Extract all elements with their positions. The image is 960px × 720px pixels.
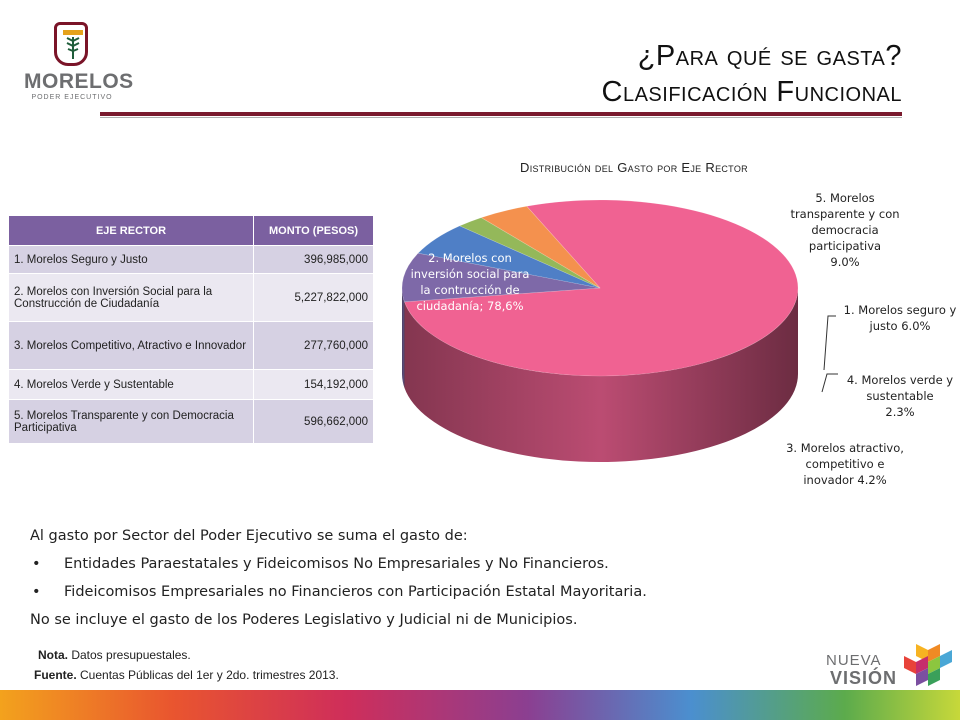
pie-slice-side <box>404 288 798 463</box>
pie-label-line: la contrucción de <box>420 283 520 297</box>
body-text: Al gasto por Sector del Poder Ejecutivo … <box>30 522 750 634</box>
note: Nota. Datos presupuestales. <box>38 648 191 662</box>
pie-slice <box>404 199 799 377</box>
page-title: ¿Para qué se gasta? Clasificación Funcio… <box>602 38 902 110</box>
cell-eje: 5. Morelos Transparente y con Democracia… <box>8 399 254 444</box>
table-row: 2. Morelos con Inversión Social para la … <box>8 273 374 322</box>
table-header-row: EJE RECTOR MONTO (PESOS) <box>8 215 374 246</box>
note-label: Nota. <box>38 648 68 662</box>
header-monto: MONTO (PESOS) <box>253 215 374 246</box>
cell-eje: 4. Morelos Verde y Sustentable <box>8 369 254 400</box>
pie-leaders <box>821 315 838 393</box>
pie-slice <box>417 225 601 289</box>
nv-line-2: VISIÓN <box>830 668 898 688</box>
pie-label-line: competitivo e <box>805 457 885 471</box>
pie-chart <box>401 199 838 463</box>
nv-line-1: NUEVA <box>826 652 882 669</box>
body-intro: Al gasto por Sector del Poder Ejecutivo … <box>30 528 468 544</box>
title-line-1: ¿Para qué se gasta? <box>637 40 902 72</box>
pie-label: 1. Morelos seguro y justo 6.0% <box>838 302 960 334</box>
pie-label-line: sustentable <box>866 389 934 403</box>
pie-label-line: 1. Morelos seguro y <box>843 303 957 317</box>
cell-monto: 277,760,000 <box>253 321 374 370</box>
title-divider-thin <box>100 117 902 118</box>
shield-icon <box>54 22 88 66</box>
leader-line <box>823 315 836 371</box>
logo-wordmark: MORELOS <box>24 70 134 93</box>
nueva-vision-logo: NUEVA VISIÓN <box>826 640 956 690</box>
leader-line <box>821 373 838 393</box>
cubes-icon <box>904 644 952 686</box>
pie-label-line: participativa <box>808 239 882 253</box>
pie-tops <box>401 199 799 377</box>
table-row: 5. Morelos Transparente y con Democracia… <box>8 399 374 444</box>
cell-monto: 5,227,822,000 <box>253 273 374 322</box>
pie-label-line: 5. Morelos <box>815 191 875 205</box>
cell-monto: 154,192,000 <box>253 369 374 400</box>
cell-eje: 3. Morelos Competitivo, Atractivo e Inno… <box>8 321 254 370</box>
body-bullet: Fideicomisos Empresariales no Financiero… <box>30 578 750 606</box>
pie-label-line: 3. Morelos atractivo, <box>786 441 904 455</box>
logo-subtitle: PODER EJECUTIVO <box>31 94 113 101</box>
source-text: Cuentas Públicas del 1er y 2do. trimestr… <box>76 668 339 682</box>
pie-slice <box>480 205 601 289</box>
pie-slice <box>459 217 601 289</box>
table-row: 3. Morelos Competitivo, Atractivo e Inno… <box>8 321 374 370</box>
body-bullet: Entidades Paraestatales y Fideicomisos N… <box>30 550 750 578</box>
footer-color-bar <box>0 690 960 720</box>
cell-eje: 1. Morelos Seguro y Justo <box>8 245 254 274</box>
title-divider <box>100 112 902 116</box>
pie-label-line: inovador 4.2% <box>803 473 887 487</box>
source-label: Fuente. <box>34 668 77 682</box>
source: Fuente. Cuentas Públicas del 1er y 2do. … <box>34 668 339 682</box>
pie-label: 5. Morelos transparente y con democracia pa… <box>775 190 915 270</box>
pie-slice-side <box>402 288 405 388</box>
pie-label: 2. Morelos con inversión social para la co… <box>400 250 540 314</box>
pie-label-line: justo 6.0% <box>869 319 931 333</box>
pie-label-line: transparente y con <box>790 207 900 221</box>
cell-eje: 2. Morelos con Inversión Social para la … <box>8 273 254 322</box>
pie-slice <box>401 252 601 303</box>
pie-label: 4. Morelos verde y sustentable 2.3% <box>840 372 960 420</box>
table-row: 4. Morelos Verde y Sustentable 154,192,0… <box>8 369 374 400</box>
table-row: 1. Morelos Seguro y Justo 396,985,000 <box>8 245 374 274</box>
header-eje-rector: EJE RECTOR <box>8 215 254 246</box>
pie-label-line: inversión social para <box>410 267 530 281</box>
morelos-logo: MORELOS PODER EJECUTIVO <box>24 22 134 106</box>
note-text: Datos presupuestales. <box>68 648 191 662</box>
chart-title: Distribución del Gasto por Eje Rector <box>520 160 748 175</box>
pie-label-line: 2. Morelos con <box>428 251 512 265</box>
pie-label-line: 9.0% <box>830 255 860 269</box>
pie-label-line: democracia <box>811 223 879 237</box>
cell-monto: 396,985,000 <box>253 245 374 274</box>
pie-label-line: 4. Morelos verde y <box>846 373 954 387</box>
budget-table: EJE RECTOR MONTO (PESOS) 1. Morelos Segu… <box>8 215 374 444</box>
pie-label-line: 2.3% <box>885 405 915 419</box>
pie-label-line: ciudadanía; 78,6% <box>416 299 524 313</box>
title-line-2: Clasificación Funcional <box>601 76 902 108</box>
pie-label: 3. Morelos atractivo, competitivo e inovad… <box>775 440 915 488</box>
cell-monto: 596,662,000 <box>253 399 374 444</box>
body-closing: No se incluye el gasto de los Poderes Le… <box>30 612 578 628</box>
pie-sides <box>402 288 798 463</box>
